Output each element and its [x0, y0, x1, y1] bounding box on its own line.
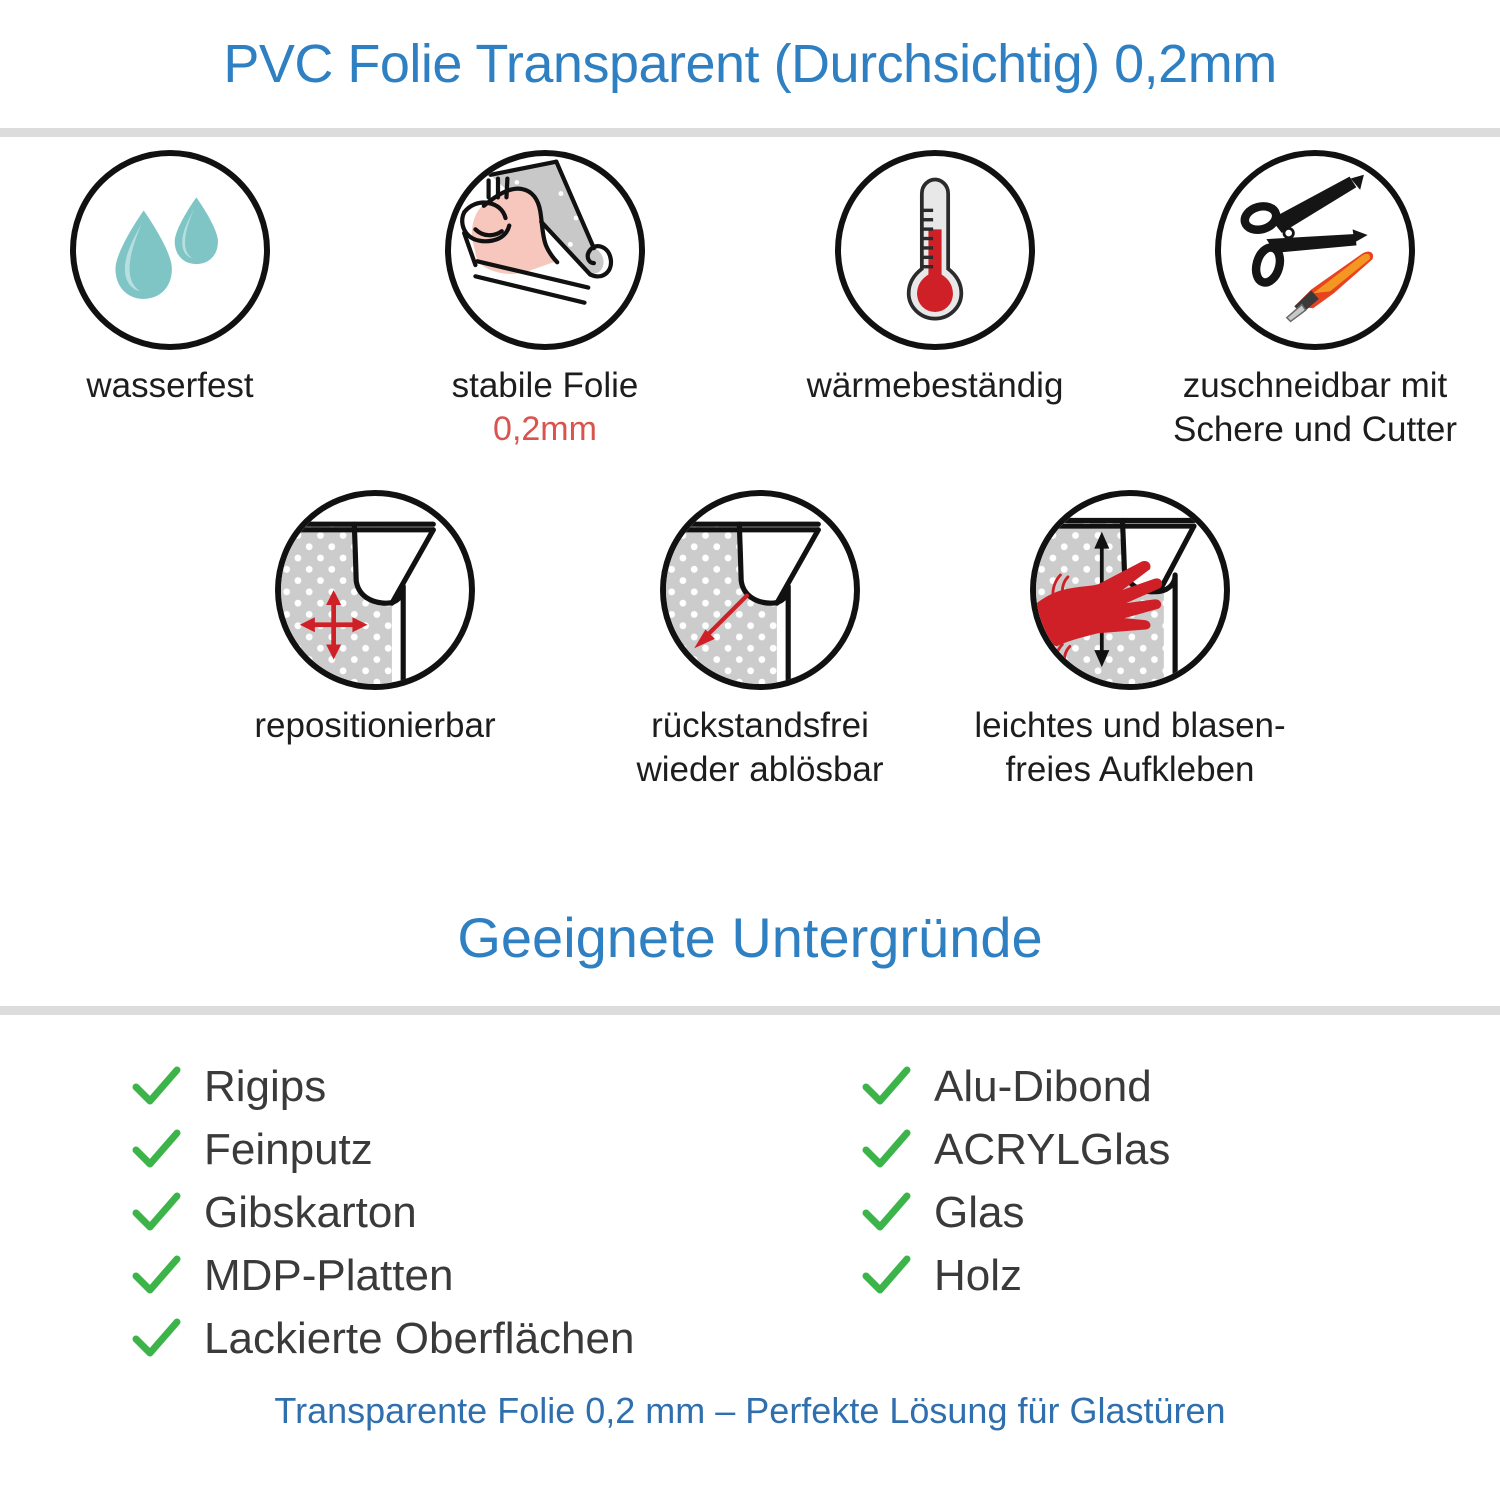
substrate-checklists: Rigips Feinputz Gibskarton MDP-Platten L…	[0, 1055, 1500, 1370]
list-item-label: Lackierte Oberflächen	[204, 1313, 635, 1363]
checklist-column-left: Rigips Feinputz Gibskarton MDP-Platten L…	[130, 1055, 860, 1370]
check-icon	[860, 1250, 912, 1302]
list-item-label: Alu-Dibond	[934, 1061, 1152, 1111]
scissors-cutter-icon	[1215, 150, 1415, 350]
list-item: Glas	[860, 1181, 1420, 1244]
feature-label: wasserfest	[86, 366, 254, 405]
feature-label: repositionierbar	[254, 706, 496, 745]
divider-middle	[0, 1006, 1500, 1015]
water-drops-icon	[70, 150, 270, 350]
feature-waermebestaendig: wärmebeständig	[785, 150, 1085, 408]
strong-arm-film-icon	[445, 150, 645, 350]
check-icon	[130, 1124, 182, 1176]
list-item-label: Holz	[934, 1250, 1023, 1300]
feature-blasenfreies-aufkleben: leichtes und blasen- freies Aufkleben	[974, 490, 1286, 792]
check-icon	[860, 1061, 912, 1113]
feature-grid: wasserfest	[0, 150, 1500, 870]
feature-stabile-folie: stabile Folie 0,2mm	[395, 150, 695, 450]
feature-label: leichtes und blasen- freies Aufkleben	[974, 706, 1286, 789]
list-item: Feinputz	[130, 1118, 860, 1181]
feature-zuschneidbar: zuschneidbar mit Schere und Cutter	[1165, 150, 1465, 452]
title-bar: PVC Folie Transparent (Durchsichtig) 0,2…	[0, 0, 1500, 128]
divider-top	[0, 128, 1500, 137]
list-item-label: Glas	[934, 1187, 1025, 1237]
feature-label: rückstandsfrei wieder ablösbar	[636, 706, 884, 789]
list-item-label: ACRYLGlas	[934, 1124, 1171, 1174]
list-item: Alu-Dibond	[860, 1055, 1420, 1118]
peel-hand-smoothing-icon	[1030, 490, 1230, 690]
feature-repositionierbar: repositionierbar	[225, 490, 525, 748]
check-icon	[860, 1124, 912, 1176]
list-item: Holz	[860, 1244, 1420, 1307]
list-item-label: Gibskarton	[204, 1187, 417, 1237]
list-item-label: MDP-Platten	[204, 1250, 454, 1300]
feature-wasserfest: wasserfest	[20, 150, 320, 408]
footer-note: Transparente Folie 0,2 mm – Perfekte Lös…	[274, 1390, 1226, 1431]
list-item-label: Feinputz	[204, 1124, 373, 1174]
checklist-column-right: Alu-Dibond ACRYLGlas Glas Holz	[860, 1055, 1420, 1370]
list-item: ACRYLGlas	[860, 1118, 1420, 1181]
peel-diagonal-arrow-icon	[660, 490, 860, 690]
list-item: Rigips	[130, 1055, 860, 1118]
list-item: MDP-Platten	[130, 1244, 860, 1307]
check-icon	[130, 1187, 182, 1239]
feature-thickness-label: 0,2mm	[493, 410, 597, 448]
list-item-label: Rigips	[204, 1061, 327, 1111]
feature-label: zuschneidbar mit Schere und Cutter	[1172, 366, 1458, 449]
check-icon	[860, 1187, 912, 1239]
section-heading: Geeignete Untergründe	[457, 906, 1043, 969]
feature-label: stabile Folie	[451, 366, 639, 405]
check-icon	[130, 1313, 182, 1365]
peel-move-arrows-icon	[275, 490, 475, 690]
thermometer-icon	[835, 150, 1035, 350]
feature-label: wärmebeständig	[806, 366, 1064, 405]
check-icon	[130, 1061, 182, 1113]
feature-rueckstandsfrei: rückstandsfrei wieder ablösbar	[610, 490, 910, 792]
page-title: PVC Folie Transparent (Durchsichtig) 0,2…	[223, 34, 1277, 94]
list-item: Gibskarton	[130, 1181, 860, 1244]
list-item: Lackierte Oberflächen	[130, 1307, 860, 1370]
check-icon	[130, 1250, 182, 1302]
